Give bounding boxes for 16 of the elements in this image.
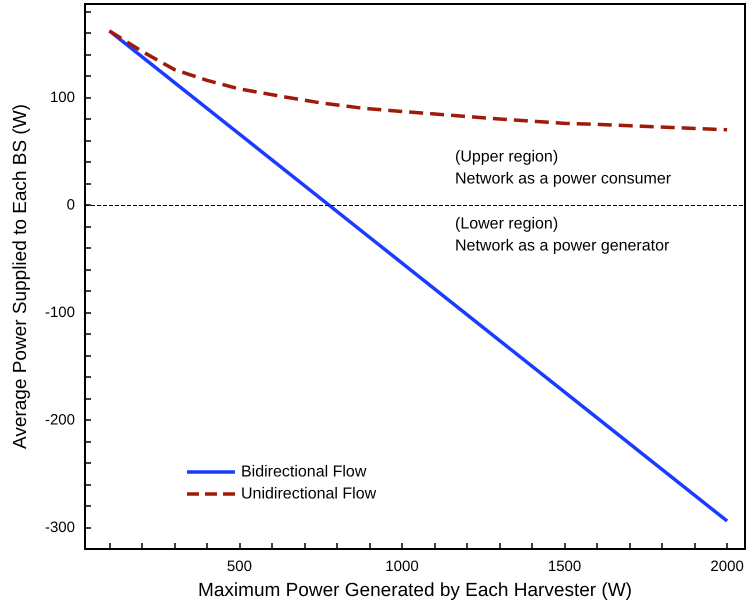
x-tick-label: 500: [226, 558, 252, 575]
y-tick-label: 0: [66, 196, 75, 214]
annotation: (Lower region) Network as a power generator: [455, 216, 670, 254]
y-tick-label: -200: [44, 412, 75, 429]
legend-label: Unidirectional Flow: [241, 486, 377, 502]
line-series: [108, 29, 729, 132]
y-axis-title: Average Power Supplied to Each BS (W): [10, 104, 31, 449]
x-axis-title: Maximum Power Generated by Each Harvester (W): [198, 580, 632, 601]
x-tick-label: 1000: [385, 558, 419, 575]
x-tick-label: 2000: [710, 558, 744, 575]
annotation: (Upper region) Network as a power consumer: [455, 148, 672, 188]
y-tick-label: -100: [44, 304, 75, 322]
x-tick-label: 1500: [548, 558, 582, 575]
y-tick-label: 100: [50, 89, 75, 106]
legend-label: Bidirectional Flow: [241, 464, 367, 480]
y-tick-label: -300: [44, 519, 75, 536]
